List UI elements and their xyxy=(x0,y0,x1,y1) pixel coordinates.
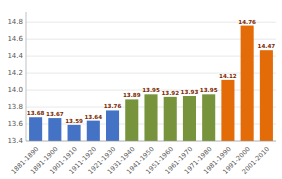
data-label: 14.12 xyxy=(219,73,237,79)
bar xyxy=(106,110,119,141)
grid-line xyxy=(26,73,276,74)
bar xyxy=(183,96,196,141)
bar xyxy=(29,117,42,141)
y-tick-label: 14.2 xyxy=(7,69,23,77)
data-label: 13.76 xyxy=(104,103,122,109)
data-label: 13.68 xyxy=(27,110,45,116)
data-label: 14.47 xyxy=(258,43,276,49)
data-label: 13.59 xyxy=(65,118,83,124)
y-tick-label: 13.6 xyxy=(7,120,23,128)
chart: 13.413.613.814.014.214.414.614.813.6813.… xyxy=(0,0,282,179)
grid xyxy=(26,22,276,141)
data-label: 14.76 xyxy=(238,19,256,25)
data-label: 13.95 xyxy=(142,87,160,93)
data-label: 13.89 xyxy=(123,92,141,98)
bar xyxy=(48,118,61,141)
grid-line xyxy=(26,39,276,40)
bar xyxy=(164,97,177,141)
x-tick-label: 2001-2010 xyxy=(240,145,271,176)
bar xyxy=(68,125,81,141)
bar xyxy=(241,26,254,141)
y-tick-label: 14.4 xyxy=(7,52,23,60)
y-axis-line xyxy=(26,12,27,141)
bar xyxy=(260,50,273,141)
bar xyxy=(202,94,215,141)
y-tick-label: 14.0 xyxy=(7,86,23,94)
y-tick-label: 13.4 xyxy=(7,137,23,145)
y-tick-label: 14.6 xyxy=(7,35,23,43)
data-label: 13.64 xyxy=(84,114,102,120)
bar xyxy=(221,80,234,141)
data-label: 13.93 xyxy=(181,89,199,95)
bar xyxy=(125,99,138,141)
data-label: 13.92 xyxy=(161,90,179,96)
bar xyxy=(144,94,157,141)
bars xyxy=(29,26,273,141)
x-axis-line xyxy=(26,141,276,142)
bar xyxy=(87,121,100,141)
data-label: 13.67 xyxy=(46,111,64,117)
y-tick-label: 13.8 xyxy=(7,103,23,111)
data-label: 13.95 xyxy=(200,87,218,93)
y-tick-label: 14.8 xyxy=(7,18,23,26)
grid-line xyxy=(26,56,276,57)
